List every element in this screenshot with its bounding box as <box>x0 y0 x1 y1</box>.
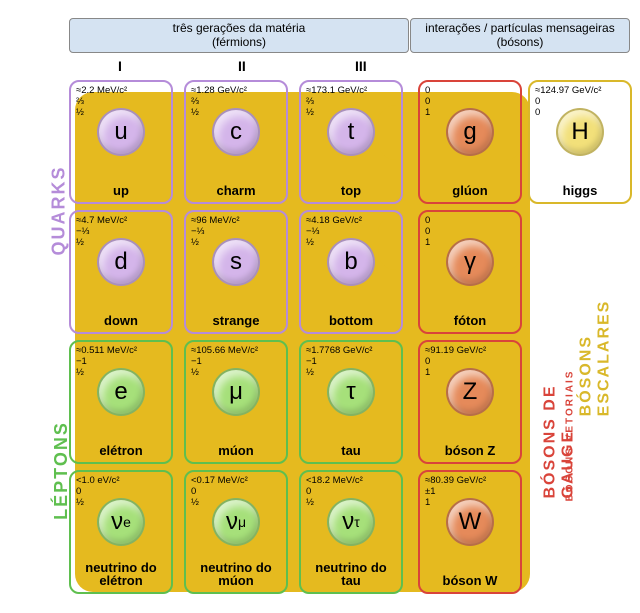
particle-charge: −⅓ <box>191 226 281 237</box>
header-fermions-line2: (férmions) <box>74 35 404 49</box>
particle-name: down <box>75 314 167 328</box>
particle-charge: 0 <box>425 96 515 107</box>
particle-tile-glúon: 001gglúon <box>418 80 522 204</box>
particle-name: elétron <box>75 444 167 458</box>
particle-mass: ≈1.28 GeV/c² <box>191 85 281 96</box>
particle-charge: −1 <box>76 356 166 367</box>
particle-tile-neutrino-do-múon: <0.17 MeV/c²0½νμneutrino do múon <box>184 470 288 594</box>
group-label-quarks: QUARKS <box>49 165 70 255</box>
particle-mass: ≈96 MeV/c² <box>191 215 281 226</box>
particle-symbol: u <box>97 108 145 156</box>
particle-symbol: b <box>327 238 375 286</box>
particle-tile-down: ≈4.7 MeV/c²−⅓½ddown <box>69 210 173 334</box>
particle-symbol: Z <box>446 368 494 416</box>
header-fermions-line1: três gerações da matéria <box>74 21 404 35</box>
particle-name: higgs <box>534 184 626 198</box>
group-label-scalar: BÓSONS ESCALARES <box>577 300 613 417</box>
particle-name: fóton <box>424 314 516 328</box>
particle-name: top <box>305 184 397 198</box>
particle-name: neutrino do múon <box>190 561 282 588</box>
particle-mass: ≈4.18 GeV/c² <box>306 215 396 226</box>
particle-tile-múon: ≈105.66 MeV/c²−1½μmúon <box>184 340 288 464</box>
generation-label-III: III <box>355 58 367 74</box>
particle-mass: ≈124.97 GeV/c² <box>535 85 625 96</box>
particle-tile-strange: ≈96 MeV/c²−⅓½sstrange <box>184 210 288 334</box>
particle-mass: ≈91.19 GeV/c² <box>425 345 515 356</box>
particle-tile-higgs: ≈124.97 GeV/c²00Hhiggs <box>528 80 632 204</box>
particle-name: neutrino do tau <box>305 561 397 588</box>
particle-mass: ≈80.39 GeV/c² <box>425 475 515 486</box>
particle-mass: 0 <box>425 85 515 96</box>
particle-name: charm <box>190 184 282 198</box>
particle-symbol: W <box>446 498 494 546</box>
particle-charge: 0 <box>535 96 625 107</box>
particle-mass: ≈4.7 MeV/c² <box>76 215 166 226</box>
particle-tile-neutrino-do-tau: <18.2 MeV/c²0½ντneutrino do tau <box>299 470 403 594</box>
particle-symbol: γ <box>446 238 494 286</box>
particle-charge: ⅔ <box>76 96 166 107</box>
particle-name: up <box>75 184 167 198</box>
particle-charge: 0 <box>425 226 515 237</box>
header-bosons: interações / partículas mensageiras(bóso… <box>410 18 630 53</box>
particle-mass: ≈0.511 MeV/c² <box>76 345 166 356</box>
particle-name: bottom <box>305 314 397 328</box>
particle-mass: ≈173.1 GeV/c² <box>306 85 396 96</box>
particle-name: strange <box>190 314 282 328</box>
particle-tile-bottom: ≈4.18 GeV/c²−⅓½bbottom <box>299 210 403 334</box>
particle-charge: 0 <box>425 356 515 367</box>
particle-tile-elétron: ≈0.511 MeV/c²−1½eelétron <box>69 340 173 464</box>
particle-charge: −1 <box>191 356 281 367</box>
particle-name: tau <box>305 444 397 458</box>
particle-tile-bóson-Z: ≈91.19 GeV/c²01Zbóson Z <box>418 340 522 464</box>
particle-tile-up: ≈2.2 MeV/c²⅔½uup <box>69 80 173 204</box>
particle-charge: 0 <box>306 486 396 497</box>
particle-mass: ≈2.2 MeV/c² <box>76 85 166 96</box>
particle-symbol: νμ <box>212 498 260 546</box>
header-bosons-line2: (bósons) <box>415 35 625 49</box>
particle-tile-fóton: 001γfóton <box>418 210 522 334</box>
particle-name: glúon <box>424 184 516 198</box>
particle-charge: ⅔ <box>191 96 281 107</box>
particle-charge: 0 <box>76 486 166 497</box>
particle-tile-bóson-W: ≈80.39 GeV/c²±11Wbóson W <box>418 470 522 594</box>
generation-label-I: I <box>118 58 122 74</box>
particle-charge: −1 <box>306 356 396 367</box>
generation-label-II: II <box>238 58 246 74</box>
particle-symbol: νe <box>97 498 145 546</box>
particle-charge: ±1 <box>425 486 515 497</box>
particle-charge: −⅓ <box>76 226 166 237</box>
particle-tile-tau: ≈1.7768 GeV/c²−1½τtau <box>299 340 403 464</box>
particle-symbol: H <box>556 108 604 156</box>
particle-tile-charm: ≈1.28 GeV/c²⅔½ccharm <box>184 80 288 204</box>
particle-mass: <0.17 MeV/c² <box>191 475 281 486</box>
particle-mass: <1.0 eV/c² <box>76 475 166 486</box>
particle-symbol: τ <box>327 368 375 416</box>
header-fermions: três gerações da matéria(férmions) <box>69 18 409 53</box>
particle-symbol: d <box>97 238 145 286</box>
header-bosons-line1: interações / partículas mensageiras <box>415 21 625 35</box>
particle-tile-neutrino-do-elétron: <1.0 eV/c²0½νeneutrino do elétron <box>69 470 173 594</box>
particle-mass: ≈1.7768 GeV/c² <box>306 345 396 356</box>
particle-charge: −⅓ <box>306 226 396 237</box>
particle-mass: 0 <box>425 215 515 226</box>
particle-symbol: ντ <box>327 498 375 546</box>
particle-mass: <18.2 MeV/c² <box>306 475 396 486</box>
particle-symbol: c <box>212 108 260 156</box>
particle-charge: 0 <box>191 486 281 497</box>
particle-symbol: t <box>327 108 375 156</box>
particle-symbol: e <box>97 368 145 416</box>
particle-name: múon <box>190 444 282 458</box>
group-sublabel-gauge: BÓSONS VETORIAIS <box>564 370 575 502</box>
particle-tile-top: ≈173.1 GeV/c²⅔½ttop <box>299 80 403 204</box>
particle-symbol: μ <box>212 368 260 416</box>
particle-charge: ⅔ <box>306 96 396 107</box>
particle-mass: ≈105.66 MeV/c² <box>191 345 281 356</box>
particle-name: neutrino do elétron <box>75 561 167 588</box>
particle-symbol: g <box>446 108 494 156</box>
particle-name: bóson W <box>424 574 516 588</box>
particle-symbol: s <box>212 238 260 286</box>
particle-name: bóson Z <box>424 444 516 458</box>
